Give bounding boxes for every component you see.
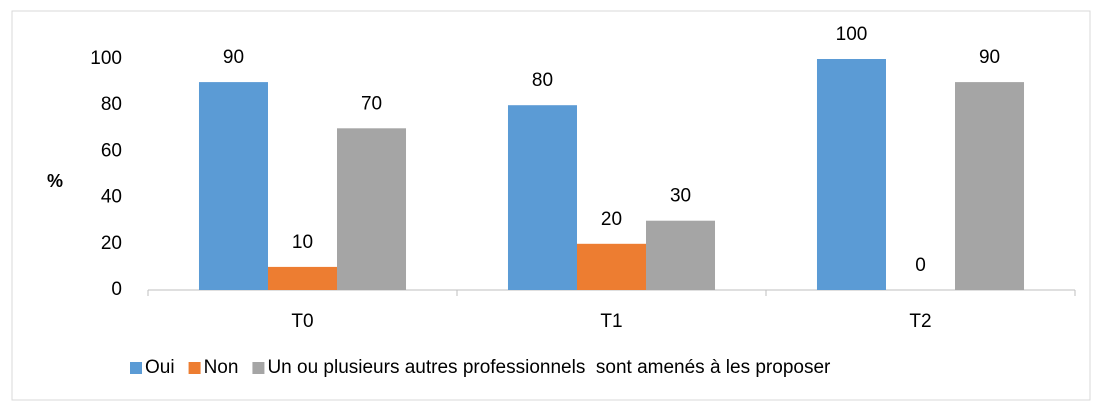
y-tick-label: 80	[101, 94, 122, 115]
data-label: 100	[836, 24, 868, 45]
y-tick-label: 40	[101, 187, 122, 208]
data-label: 70	[361, 93, 382, 114]
legend-swatch	[252, 362, 265, 374]
y-tick-label: 0	[111, 279, 122, 300]
legend-swatch	[130, 362, 142, 374]
y-tick-label: 100	[90, 48, 122, 69]
data-label: 30	[670, 186, 691, 207]
legend-swatch	[188, 362, 201, 374]
legend-label: Non	[204, 357, 239, 378]
bar	[337, 128, 407, 290]
data-label: 80	[532, 70, 553, 91]
data-label: 90	[979, 47, 1000, 68]
bar	[267, 266, 338, 290]
bar	[955, 82, 1025, 290]
bar	[507, 105, 577, 290]
y-tick-label: 60	[101, 140, 122, 161]
data-label: 0	[915, 255, 926, 276]
bar	[576, 243, 647, 290]
data-label: 20	[601, 209, 622, 230]
legend-label: Un ou plusieurs autres professionnels so…	[267, 357, 831, 378]
x-tick-label: T0	[291, 311, 313, 332]
data-label: 90	[223, 47, 244, 68]
bar	[816, 59, 886, 290]
bar	[198, 82, 268, 290]
data-label: 10	[292, 232, 313, 253]
y-tick-label: 20	[101, 233, 122, 254]
x-tick-label: T2	[909, 311, 931, 332]
y-axis-label: %	[47, 171, 63, 191]
legend-label: Oui	[145, 357, 175, 378]
x-tick-label: T1	[600, 311, 622, 332]
bar	[646, 220, 716, 290]
